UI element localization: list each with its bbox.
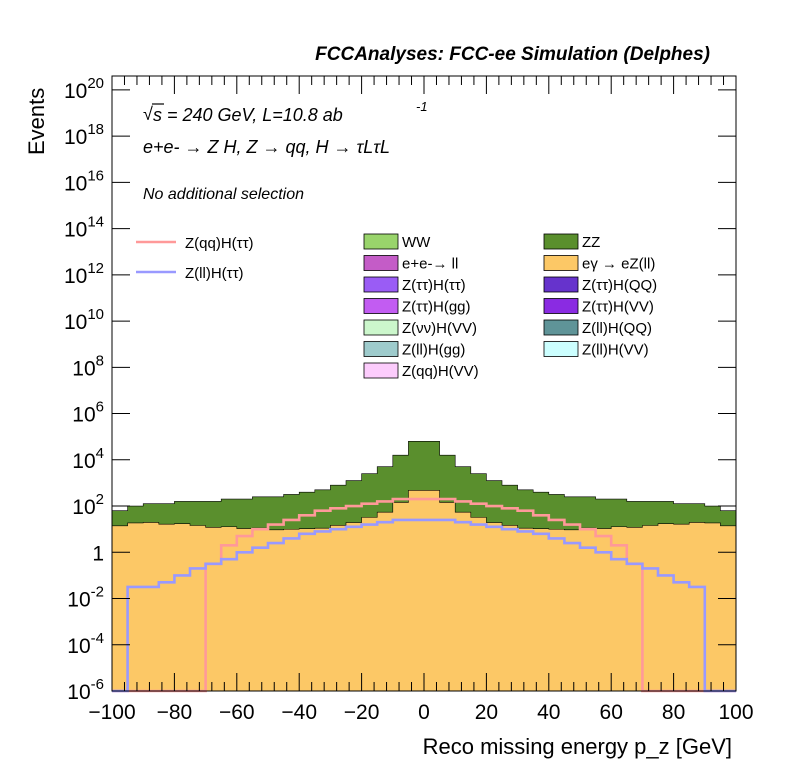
legend-box-swatch [363,319,399,336]
signal-line [112,497,736,693]
legend-label: Z(qq)H(ττ) [185,235,254,252]
y-axis-label: Events [24,88,49,155]
axis-ticks: −100 −80 −60 −40 −20 0 20 40 60 80 100 10-6 10-4 10-2… [64,75,754,724]
signal-lines [112,497,736,693]
legend-label: eγ → eZ(ll) [582,256,655,273]
legend-label: Z(qq)H(VV) [402,363,479,380]
y-tick-label: 1016 [64,167,104,195]
legend-box-swatch [363,341,399,357]
y-tick-label: 1018 [64,121,104,149]
y-tick-label: 10-6 [67,676,104,704]
x-tick-label: −80 [157,701,193,724]
legend-box-swatch [543,319,579,336]
signal-line [112,518,736,693]
y-tick-label: 1 [92,542,104,565]
legend-box-swatch [363,362,399,379]
y-tick-label: 1010 [64,306,104,334]
x-tick-label: −60 [219,701,255,724]
legend-label: Z(νν)H(VV) [402,320,477,337]
y-tick-label: 10-2 [67,584,104,612]
stacked-areas [111,441,737,692]
energy-lumi-label: s = 240 GeV, L=10.8 ab [153,105,343,125]
sqrt-symbol: √ [143,104,153,124]
y-tick-label: 10-4 [67,630,104,658]
x-tick-label: 100 [718,701,753,724]
x-tick-label: 80 [662,701,685,724]
x-axis-label: Reco missing energy p_z [GeV] [423,734,732,759]
y-tick-label: 104 [72,445,104,473]
y-tick-label: 1020 [64,75,104,103]
legend-box-swatch [543,255,579,271]
x-tick-label: 60 [600,701,623,724]
x-tick-label: 40 [537,701,560,724]
legend-label: Z(ττ)H(gg) [402,299,471,316]
stack-layer [111,490,737,692]
x-tick-label: −100 [88,701,135,724]
legend-label: Z(ττ)H(ττ) [402,277,466,294]
legend-box-swatch [543,341,579,357]
plot-header-title: FCCAnalyses: FCC-ee Simulation (Delphes) [315,44,710,65]
legend-box-swatch [363,298,399,314]
legend-box-swatch [363,255,399,271]
x-tick-label: 0 [418,701,430,724]
legend-label: Z(ll)H(QQ) [582,320,652,337]
legend-label: Z(ll)H(gg) [402,342,465,359]
process-label: e+e- → Z H, Z → qq, H → τLτL [143,137,390,157]
legend-label: WW [402,234,431,251]
legend-label: e+e-→ ll [402,256,458,273]
selection-label: No additional selection [143,186,304,203]
lumi-exponent: -1 [416,99,428,114]
y-tick-label: 102 [72,491,104,519]
x-tick-label: −40 [281,701,317,724]
y-tick-label: 106 [72,399,104,427]
legend-box-swatch [543,233,579,250]
legend: Z(qq)H(ττ) Z(ll)H(ττ) WW e+e-→ ll Z(ττ)H(ττ)… [136,233,657,380]
y-tick-label: 1014 [64,214,104,242]
legend-box-swatch [363,233,399,250]
y-tick-label: 108 [72,352,104,380]
legend-label: ZZ [582,234,600,251]
y-tick-label: 1012 [64,260,104,288]
x-tick-label: 20 [475,701,498,724]
legend-label: Z(ττ)H(VV) [582,299,654,316]
legend-box-swatch [363,276,399,293]
legend-label: Z(ττ)H(QQ) [582,277,657,294]
legend-box-swatch [543,298,579,314]
legend-label: Z(ll)H(VV) [582,342,649,359]
legend-box-swatch [543,276,579,293]
x-tick-label: −20 [344,701,380,724]
legend-label: Z(ll)H(ττ) [185,265,244,282]
